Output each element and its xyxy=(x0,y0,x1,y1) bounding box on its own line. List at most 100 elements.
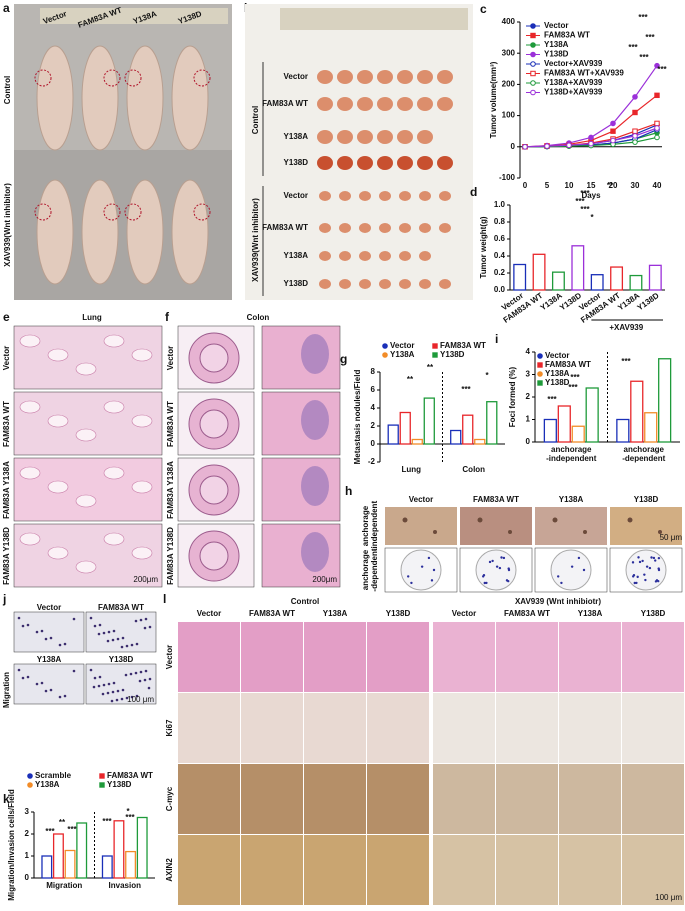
cell xyxy=(44,689,48,693)
tumor xyxy=(417,130,433,144)
cell xyxy=(111,638,115,642)
x-tick-label: -independent xyxy=(546,454,597,463)
legend-marker xyxy=(530,80,536,86)
marker xyxy=(632,94,638,100)
legend-label: Y138A xyxy=(544,40,569,49)
alveolus xyxy=(75,560,97,574)
tumor xyxy=(359,251,371,261)
ihc-image xyxy=(433,835,495,905)
colony xyxy=(644,578,647,582)
tumor-outline xyxy=(124,69,142,87)
tumor-outline xyxy=(34,203,52,221)
y-tick-label: -2 xyxy=(368,457,376,466)
y-tick-label: 1 xyxy=(526,415,531,424)
colony xyxy=(570,565,574,568)
column-label: FAM83A WT xyxy=(504,609,550,618)
significance: *** xyxy=(645,33,655,42)
alveolus xyxy=(47,480,69,494)
tumor xyxy=(357,70,373,84)
row-label: anchorage xyxy=(361,549,370,590)
colony xyxy=(631,561,635,564)
bar xyxy=(532,253,546,291)
tumor xyxy=(337,156,353,170)
legend-label: FAM83A WT xyxy=(440,341,486,350)
colony xyxy=(648,566,652,570)
cell xyxy=(148,625,152,629)
x-tick-label: anchorage xyxy=(624,445,665,454)
tumor xyxy=(419,223,431,233)
marker xyxy=(654,134,660,141)
row-label: FAM83A Y138D xyxy=(2,527,11,585)
marker xyxy=(632,133,638,139)
row-label: FAM83A Y138A xyxy=(166,461,175,519)
cell xyxy=(21,676,25,680)
colony xyxy=(433,530,437,534)
y-axis-label: Tumor weight(g) xyxy=(479,216,488,278)
cell xyxy=(93,676,97,680)
photo xyxy=(13,611,85,653)
ihc-image xyxy=(367,835,429,905)
legend-marker xyxy=(382,352,388,358)
y-tick-label: 100 xyxy=(502,111,516,120)
legend-label: Y138D xyxy=(544,50,569,59)
photo xyxy=(85,663,157,705)
marker xyxy=(566,142,572,149)
legend-label: Vector xyxy=(545,351,569,360)
bar xyxy=(486,401,498,445)
y-tick-label: 4 xyxy=(371,403,376,412)
panel-title: Migration xyxy=(2,672,11,708)
cell xyxy=(143,626,147,630)
legend-label: Vector xyxy=(390,341,414,350)
ihc-image xyxy=(178,835,240,905)
tumor xyxy=(399,191,411,201)
colony xyxy=(654,580,658,583)
tumor xyxy=(379,223,391,233)
ihc-image xyxy=(178,622,240,692)
cell xyxy=(134,671,138,675)
column-label: Y138A xyxy=(578,609,603,618)
panel-title: Colon xyxy=(247,313,270,322)
marker xyxy=(654,120,660,127)
ihc-image xyxy=(241,693,303,763)
panel-letter: c xyxy=(480,2,487,16)
cell xyxy=(89,616,93,620)
legend-label: FAM83A WT xyxy=(544,31,590,40)
x-tick-label: 0 xyxy=(523,181,528,190)
cell xyxy=(112,629,116,633)
cell xyxy=(97,684,101,688)
cell xyxy=(144,617,148,621)
marker xyxy=(632,109,638,116)
y-tick-label: 0 xyxy=(25,873,30,882)
legend-marker xyxy=(432,343,438,349)
ihc-image xyxy=(433,622,495,692)
panel-letter: k xyxy=(3,792,10,806)
bar xyxy=(557,405,571,443)
column-label: Y138D xyxy=(386,609,411,618)
ihc-image xyxy=(304,693,366,763)
tumor xyxy=(439,279,451,289)
ihc-image xyxy=(622,764,684,834)
ihc-image xyxy=(559,764,621,834)
column-label: Vector xyxy=(197,609,221,618)
ihc-image xyxy=(496,693,558,763)
cell xyxy=(63,694,67,698)
cell xyxy=(89,668,93,672)
tumor xyxy=(437,97,453,111)
row-label: Vector xyxy=(165,645,174,669)
alveolus xyxy=(131,546,153,560)
bar xyxy=(543,418,557,443)
alveolus xyxy=(19,466,41,480)
ihc-image xyxy=(367,764,429,834)
tumor xyxy=(377,70,393,84)
colony xyxy=(552,517,558,523)
tumor xyxy=(439,223,451,233)
x-tick-label: 15 xyxy=(587,181,596,190)
cell xyxy=(21,624,25,628)
column-label: FAM83A WT xyxy=(249,609,295,618)
significance: *** xyxy=(45,827,55,836)
alveolus xyxy=(47,414,69,428)
cell xyxy=(63,642,67,646)
column-label: Y138D xyxy=(641,609,666,618)
tumor xyxy=(317,156,333,170)
ihc-image xyxy=(622,835,684,905)
